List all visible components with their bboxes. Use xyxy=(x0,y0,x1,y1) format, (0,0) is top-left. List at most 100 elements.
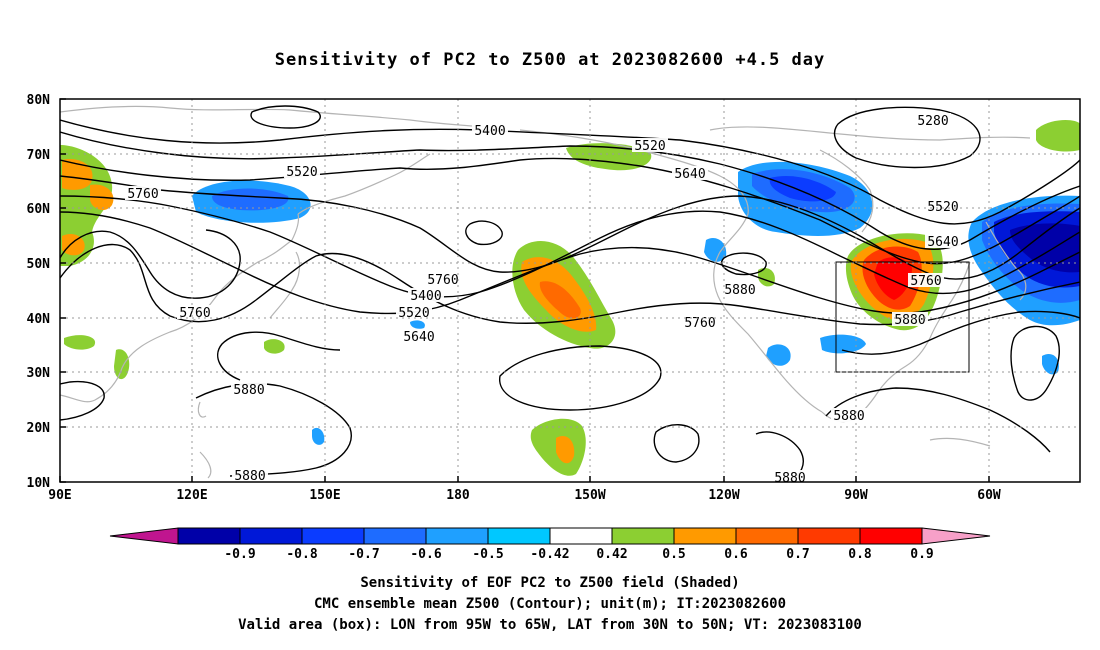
contour-label: 5400 xyxy=(410,289,441,304)
shade-positive xyxy=(874,257,912,300)
contour-line xyxy=(499,345,662,411)
map-title: Sensitivity of PC2 to Z500 at 2023082600… xyxy=(274,50,826,70)
coastline xyxy=(197,401,207,418)
coastline xyxy=(60,105,501,129)
contour-label: 5520 xyxy=(634,139,665,154)
lat-tick-label: 70N xyxy=(27,148,51,163)
contour-label-bg xyxy=(425,272,461,286)
contour-line xyxy=(825,387,1051,453)
contour-label-bg xyxy=(284,164,320,178)
contour-labels: 5400 5280 5520 5520 5640 5760 5520 5640 5760 5880… xyxy=(125,113,961,486)
contour-label: 5280 xyxy=(917,114,948,129)
contour-line xyxy=(1010,325,1060,401)
shade-positive xyxy=(114,349,130,380)
shade-negative xyxy=(820,334,866,354)
caption-line-2: CMC ensemble mean Z500 (Contour); unit(m… xyxy=(313,596,786,612)
shade-positive xyxy=(539,281,581,319)
contour-label-bg xyxy=(232,468,268,482)
lat-tick-label: 80N xyxy=(27,93,51,108)
map-grid xyxy=(60,99,1080,482)
contour-label: 5520 xyxy=(286,165,317,180)
shade-positive xyxy=(566,143,652,171)
lon-tick-label: 60W xyxy=(977,488,1001,503)
lat-tick-label: 40N xyxy=(27,312,51,327)
shade-positive xyxy=(1036,120,1080,152)
colorbar-label: 0.42 xyxy=(596,547,627,562)
colorbar-cell xyxy=(487,527,551,545)
contour-label-bg xyxy=(892,312,928,326)
colorbar-low-arrow xyxy=(109,527,179,545)
shade-positive xyxy=(556,436,575,464)
colorbar-cell xyxy=(735,527,799,545)
contour-label-bg xyxy=(408,288,444,302)
contour-line xyxy=(60,229,241,299)
contour-line xyxy=(217,331,341,381)
contour-label-bg xyxy=(672,166,708,180)
contour-line xyxy=(833,106,981,169)
lon-tick-label: 120E xyxy=(176,488,207,503)
shade-negative xyxy=(766,344,791,366)
shade-negative xyxy=(410,320,425,329)
contour-label: 5880 xyxy=(724,283,755,298)
lat-tick-label: 60N xyxy=(27,202,51,217)
contour-label-bg xyxy=(772,470,808,484)
coastline xyxy=(199,451,212,479)
contour-label: 5760 xyxy=(179,306,210,321)
lon-tick-label: 120W xyxy=(708,488,739,503)
coastline xyxy=(819,149,874,233)
lat-tick-label: 50N xyxy=(27,257,51,272)
lon-tick-label: 90E xyxy=(48,488,71,503)
coastline xyxy=(929,437,991,447)
colorbar: -0.9 -0.8 -0.7 -0.6 -0.5 -0.42 0.42 0.5 0.6 0.7 0.… xyxy=(109,527,991,562)
coastline xyxy=(709,126,1031,141)
contour-label-bg xyxy=(632,138,668,152)
lon-tick-label: 150W xyxy=(574,488,605,503)
contour-line xyxy=(60,157,1080,265)
contour-label: 5760 xyxy=(427,273,458,288)
contour-line xyxy=(60,211,1080,315)
contour-label-bg xyxy=(908,273,944,287)
contour-line xyxy=(60,243,1080,326)
contour-label: 5760 xyxy=(127,187,158,202)
contour-line xyxy=(653,424,700,463)
colorbar-cell xyxy=(859,527,923,545)
colorbar-label: -0.9 xyxy=(224,547,255,562)
contour-label-bg xyxy=(831,408,867,422)
contour-label: 5880 xyxy=(833,409,864,424)
contour-label-bg xyxy=(722,282,758,296)
colorbar-cell xyxy=(549,527,613,545)
colorbar-cell xyxy=(363,527,427,545)
contour-line xyxy=(250,105,321,129)
contour-label: 5640 xyxy=(674,167,705,182)
shade-negative xyxy=(212,188,289,211)
contour-label: 5880 xyxy=(233,383,264,398)
shade-positive xyxy=(62,159,93,190)
contour-line xyxy=(60,119,1080,225)
contour-label: 5880 xyxy=(894,313,925,328)
contour-label-bg xyxy=(231,382,267,396)
lat-tick-label: 20N xyxy=(27,421,51,436)
contour-line xyxy=(60,195,1080,298)
colorbar-label: -0.8 xyxy=(286,547,317,562)
colorbar-cell xyxy=(301,527,365,545)
colorbar-cell xyxy=(797,527,861,545)
colorbar-cell xyxy=(611,527,675,545)
shade-negative xyxy=(704,237,727,262)
colorbar-label: -0.7 xyxy=(348,547,379,562)
colorbar-label: 0.6 xyxy=(724,547,748,562)
colorbar-label: -0.6 xyxy=(410,547,441,562)
lon-tick-label: 180 xyxy=(446,488,470,503)
colorbar-label: -0.42 xyxy=(530,547,569,562)
sensitivity-shading xyxy=(60,120,1080,476)
shade-positive xyxy=(64,335,96,350)
contour-line xyxy=(841,310,1080,355)
colorbar-label: -0.5 xyxy=(472,547,503,562)
colorbar-cell xyxy=(239,527,303,545)
coastline xyxy=(297,153,431,215)
caption-line-1: Sensitivity of EOF PC2 to Z500 field (Sh… xyxy=(360,575,740,591)
shade-positive xyxy=(62,233,85,256)
colorbar-cell xyxy=(673,527,737,545)
contour-label: 5400 xyxy=(474,124,505,139)
